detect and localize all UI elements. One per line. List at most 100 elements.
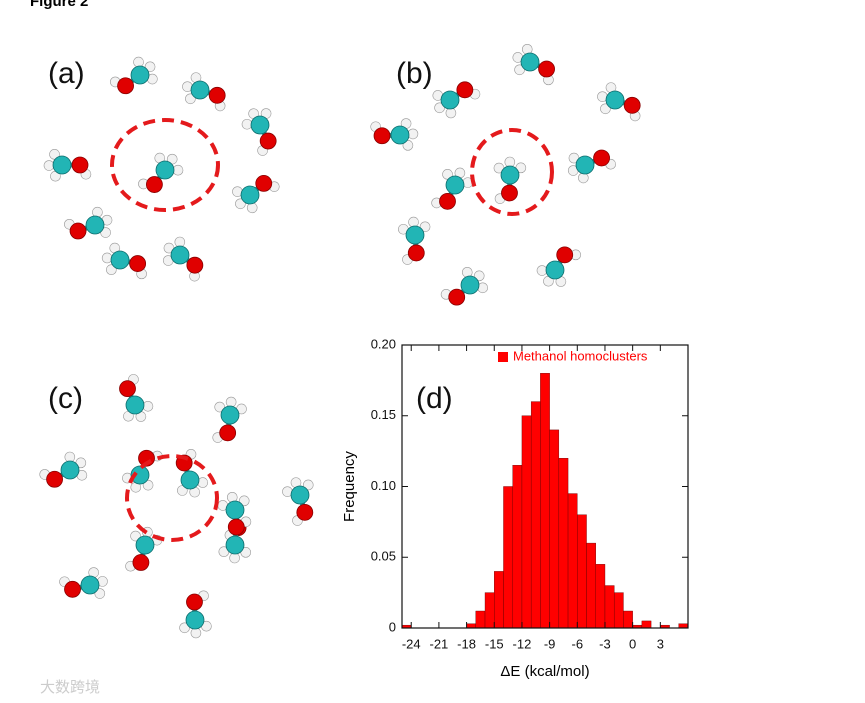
oxygen-atom [186, 593, 203, 611]
x-tick-label: -9 [544, 636, 556, 651]
carbon-atom [500, 165, 520, 185]
histogram-bar [567, 493, 578, 629]
y-tick-label: 0.15 [371, 407, 396, 422]
hydrogen-atom [504, 156, 516, 168]
hydrogen-atom [241, 118, 253, 130]
hydrogen-atom [407, 128, 419, 140]
hydrogen-atom [214, 401, 226, 413]
oxygen-atom [255, 175, 273, 192]
histogram-bar [494, 571, 504, 629]
oxygen-atom [119, 380, 136, 398]
figure-title: Figure 2 [30, 0, 88, 10]
oxygen-atom [219, 424, 237, 442]
hydrogen-atom [190, 627, 202, 639]
hydrogen-atom [238, 495, 250, 507]
carbon-atom [110, 250, 130, 270]
histogram-bar [577, 514, 587, 629]
hydrogen-atom [133, 56, 144, 68]
carbon-atom [125, 395, 145, 415]
hydrogen-atom [514, 64, 525, 76]
oxygen-atom [146, 176, 163, 193]
hydrogen-atom [225, 396, 237, 408]
hydrogen-atom [185, 93, 196, 105]
hydrogen-atom [64, 451, 76, 463]
histogram-bar [484, 592, 495, 629]
histogram-bar [678, 623, 689, 629]
hydrogen-atom [179, 622, 190, 634]
oxygen-atom [448, 288, 466, 306]
hydrogen-atom [600, 103, 611, 115]
oxygen-atom [456, 81, 474, 99]
x-tick-label: -18 [457, 636, 476, 651]
histogram: 0 0.05 0.10 0.15 0.20 -24 -21 -18 -15 -12 -9 -6 -3 0 3… [341, 336, 689, 680]
carbon-atom [180, 470, 200, 490]
hydrogen-atom [142, 400, 154, 412]
oxygen-atom [71, 156, 89, 174]
histogram-bar [613, 592, 624, 629]
carbon-atom [575, 155, 595, 175]
histogram-bar [540, 373, 550, 629]
hydrogen-atom [536, 265, 548, 276]
hydrogen-atom [101, 252, 113, 264]
x-tick-label: -6 [572, 636, 584, 651]
oxygen-atom [259, 132, 277, 150]
panel-label: (c) [48, 382, 83, 415]
hydrogen-atom [94, 588, 106, 599]
oxygen-atom [46, 470, 63, 488]
histogram-bar [604, 585, 615, 629]
carbon-atom [445, 175, 465, 195]
x-tick-label: -3 [599, 636, 611, 651]
hydrogen-atom [302, 479, 314, 491]
carbon-atom [520, 52, 540, 72]
hydrogen-atom [172, 164, 184, 176]
hydrogen-atom [130, 530, 141, 542]
carbon-atom [60, 460, 80, 480]
x-tick-label: -12 [513, 636, 532, 651]
histogram-bar [466, 623, 477, 629]
carbon-atom [390, 125, 410, 145]
hydrogen-atom [408, 216, 419, 228]
oxygen-atom [593, 149, 610, 167]
carbon-atom [605, 90, 625, 110]
x-tick-label: -24 [402, 636, 421, 651]
oxygen-atom [407, 244, 425, 262]
histogram-bar [521, 415, 532, 629]
x-tick-label: 0 [629, 636, 636, 651]
oxygen-atom [373, 127, 391, 145]
carbon-atom [220, 405, 240, 425]
carbon-atom [52, 155, 72, 175]
carbon-atom [545, 260, 565, 280]
oxygen-atom [439, 192, 456, 210]
y-tick-label: 0.20 [371, 336, 396, 351]
legend-swatch [498, 352, 508, 362]
carbon-atom [460, 275, 480, 295]
hydrogen-atom [434, 102, 445, 114]
histogram-bar [549, 429, 560, 629]
carbon-atom [170, 245, 190, 265]
carbon-atom [405, 225, 425, 245]
hydrogen-atom [235, 198, 246, 210]
histogram-bar [512, 465, 523, 629]
watermark: 大数跨境 [40, 678, 100, 696]
x-tick-label: -15 [485, 636, 504, 651]
oxygen-atom [227, 518, 245, 536]
molecules [39, 43, 641, 639]
carbon-atom [130, 65, 150, 85]
carbon-atom [240, 185, 260, 205]
carbon-atom [440, 90, 460, 110]
histogram-bar [530, 401, 541, 629]
histogram-bar [475, 610, 486, 629]
carbon-atom [290, 485, 310, 505]
hydrogen-atom [578, 172, 589, 184]
histogram-bar [595, 564, 606, 629]
oxygen-atom [175, 454, 193, 472]
oxygen-atom [129, 255, 147, 272]
oxygen-atom [208, 86, 226, 104]
oxygen-atom [186, 256, 204, 274]
y-axis-label: Frequency [341, 451, 358, 522]
oxygen-atom [296, 503, 314, 521]
y-tick-label: 0.10 [371, 478, 396, 493]
y-tick-label: 0.05 [371, 549, 396, 564]
